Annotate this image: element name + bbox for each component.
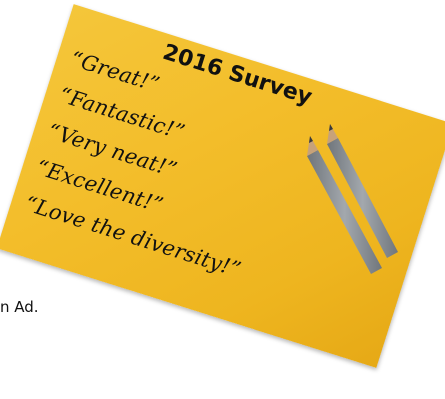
card-title: 2016 Survey [159,39,315,111]
background-text: n Ad. [0,298,39,316]
survey-card: 2016 Survey “Great!” “Fantastic!” “Very … [0,4,445,368]
